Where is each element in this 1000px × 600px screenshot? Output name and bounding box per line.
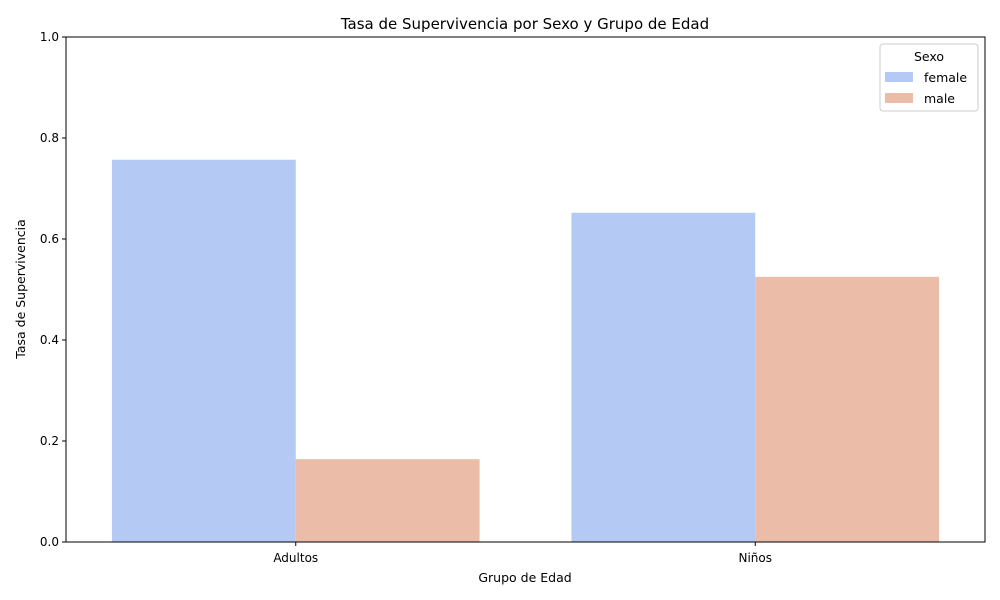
x-axis-label: Grupo de Edad [478, 570, 571, 585]
y-tick-label-0: 0.0 [40, 535, 59, 549]
chart-title: Tasa de Supervivencia por Sexo y Grupo d… [340, 15, 709, 33]
legend-swatch-male [885, 93, 913, 103]
legend: Sexo female male [879, 43, 979, 112]
plot-frame [65, 36, 986, 543]
y-axis-label: Tasa de Supervivencia [13, 219, 28, 359]
x-tick-label-1: Niños [738, 551, 772, 565]
bar-female-0 [111, 159, 296, 542]
x-tick-label-0: Adultos [273, 551, 318, 565]
y-tick-label-4: 0.8 [40, 131, 59, 145]
legend-label-male: male [924, 91, 955, 106]
bar-female-1 [571, 212, 756, 543]
bar-male-0 [295, 459, 480, 542]
axes-group: 0.0 0.2 0.4 0.6 0.8 1.0 Adultos Niños [40, 30, 986, 565]
y-tick-label-3: 0.6 [40, 232, 59, 246]
y-tick-label-5: 1.0 [40, 30, 59, 44]
legend-label-female: female [924, 70, 967, 85]
legend-swatch-female [885, 72, 913, 82]
y-tick-label-1: 0.2 [40, 434, 59, 448]
bar-male-1 [755, 276, 940, 542]
y-tick-label-2: 0.4 [40, 333, 59, 347]
legend-title: Sexo [914, 49, 944, 64]
bars-group [111, 159, 940, 543]
